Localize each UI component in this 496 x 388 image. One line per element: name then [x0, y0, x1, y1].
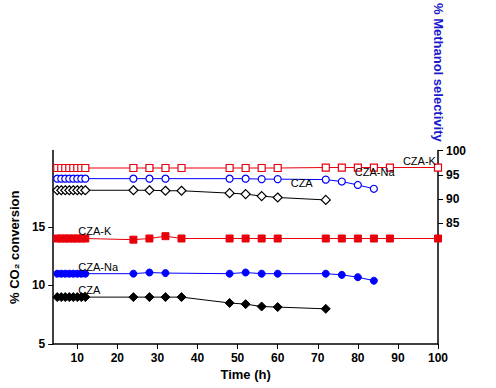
- svg-text:30: 30: [151, 351, 165, 365]
- svg-text:60: 60: [271, 351, 285, 365]
- svg-text:50: 50: [231, 351, 245, 365]
- svg-text:CZA-K: CZA-K: [403, 155, 437, 167]
- svg-text:90: 90: [446, 192, 460, 206]
- svg-text:CZA-Na: CZA-Na: [78, 261, 119, 273]
- svg-text:100: 100: [446, 144, 466, 158]
- svg-text:CZA-Na: CZA-Na: [355, 166, 396, 178]
- svg-text:CZA: CZA: [78, 284, 101, 296]
- svg-text:% CO₂ conversion: % CO₂ conversion: [7, 191, 22, 304]
- svg-text:85: 85: [446, 216, 460, 230]
- svg-text:80: 80: [351, 351, 365, 365]
- svg-text:CZA: CZA: [291, 177, 314, 189]
- svg-text:Time (h): Time (h): [220, 367, 270, 382]
- svg-text:5: 5: [39, 337, 46, 351]
- svg-text:15: 15: [32, 220, 46, 234]
- svg-text:20: 20: [111, 351, 125, 365]
- svg-text:CZA-K: CZA-K: [78, 225, 112, 237]
- svg-text:95: 95: [446, 168, 460, 182]
- svg-text:10: 10: [32, 278, 46, 292]
- svg-text:% Methanol selectivity: % Methanol selectivity: [431, 3, 446, 142]
- svg-text:10: 10: [71, 351, 85, 365]
- svg-text:90: 90: [391, 351, 405, 365]
- svg-text:40: 40: [191, 351, 205, 365]
- svg-text:100: 100: [428, 351, 448, 365]
- svg-text:70: 70: [311, 351, 325, 365]
